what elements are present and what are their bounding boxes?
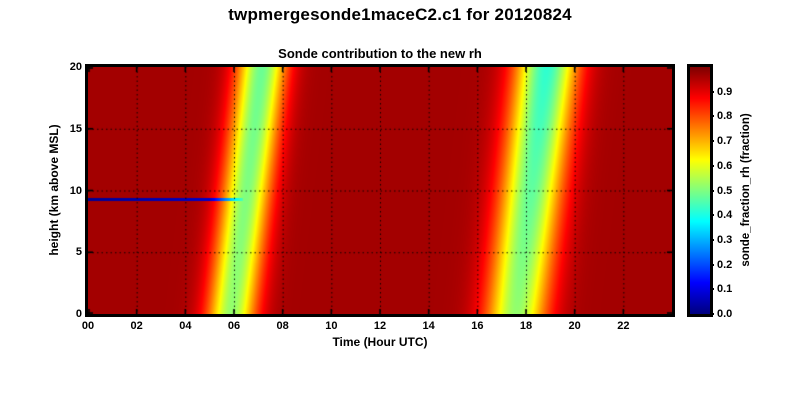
colorbar-tick-label: 0.2 — [717, 258, 733, 271]
colorbar-tick-mark — [710, 263, 714, 266]
colorbar-tick-label: 0.8 — [717, 110, 733, 123]
colorbar-tick-mark — [710, 288, 714, 291]
x-tick-label: 22 — [617, 320, 630, 332]
colorbar-tick-label: 0.3 — [717, 233, 733, 246]
x-tick-label: 14 — [422, 320, 435, 332]
colorbar-tick-mark — [710, 313, 714, 315]
colorbar-tick-mark — [710, 164, 714, 167]
colorbar-tick-mark — [710, 115, 714, 118]
colorbar-tick-label: 0.4 — [717, 209, 733, 222]
x-tick-label: 04 — [179, 320, 192, 332]
figure-title: twpmergesonde1maceC2.c1 for 20120824 — [228, 5, 572, 24]
axes-title: Sonde contribution to the new rh — [278, 46, 482, 61]
x-tick-label: 02 — [130, 320, 143, 332]
y-tick-label: 20 — [69, 61, 82, 73]
colorbar-tick-label: 0.0 — [717, 308, 733, 320]
x-tick-label: 08 — [276, 320, 289, 332]
colorbar-tick-mark — [710, 90, 714, 93]
y-tick-label: 5 — [75, 246, 82, 259]
x-axis-label: Time (Hour UTC) — [332, 335, 428, 349]
colorbar-tick-label: 0.9 — [717, 85, 733, 98]
x-tick-label: 12 — [373, 320, 387, 332]
y-tick-label: 15 — [69, 122, 82, 135]
colorbar-tick-label: 0.5 — [717, 184, 733, 197]
x-tick-label: 18 — [519, 320, 533, 332]
y-tick-label: 0 — [75, 308, 82, 320]
x-tick-label: 00 — [81, 320, 95, 332]
colorbar-tick-mark — [710, 214, 714, 217]
x-tick-label: 16 — [471, 320, 484, 332]
x-tick-label: 06 — [227, 320, 241, 332]
x-tick-label: 20 — [568, 320, 581, 332]
colorbar-tick-mark — [710, 238, 714, 241]
heatmap-canvas — [88, 67, 672, 314]
colorbar-canvas — [690, 67, 710, 314]
colorbar-tick-label: 0.6 — [717, 159, 733, 172]
colorbar-tick-mark — [710, 189, 714, 192]
colorbar-tick-label: 0.7 — [717, 135, 733, 148]
colorbar-tick-label: 0.1 — [717, 283, 733, 296]
x-tick-label: 10 — [325, 320, 338, 332]
colorbar-tick-mark — [710, 140, 714, 143]
heatmap-plot-area — [85, 64, 675, 317]
y-tick-label: 10 — [69, 184, 82, 197]
